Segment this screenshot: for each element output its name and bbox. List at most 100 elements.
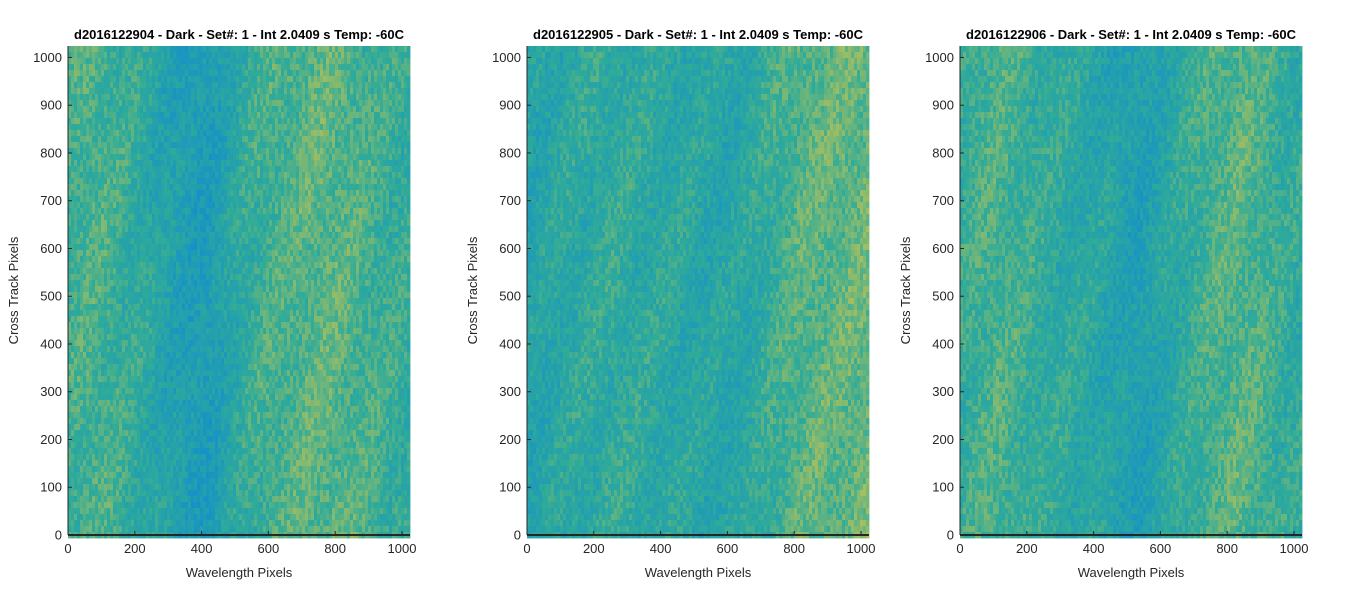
heatmap-cell (212, 460, 216, 467)
heatmap-cell (209, 178, 213, 185)
heatmap-cell (209, 364, 213, 371)
heatmap-cell (218, 460, 222, 467)
heatmap-cell (158, 364, 162, 371)
heatmap-cell (179, 310, 183, 317)
heatmap-cell (116, 298, 120, 305)
heatmap-cell (107, 100, 111, 107)
heatmap-cell (137, 400, 141, 407)
heatmap-cell (173, 496, 177, 503)
heatmap-cell (104, 268, 108, 275)
heatmap-cell (218, 112, 222, 119)
heatmap-cell (101, 64, 105, 71)
heatmap-cell (212, 160, 216, 167)
heatmap-cell (224, 214, 228, 221)
heatmap-cell (113, 322, 117, 329)
heatmap-cell (215, 160, 219, 167)
heatmap-cell (185, 466, 189, 473)
heatmap-cell (173, 460, 177, 467)
heatmap-cell (152, 208, 156, 215)
heatmap-cell (98, 244, 102, 251)
heatmap-cell (182, 280, 186, 287)
heatmap-cell (245, 316, 249, 323)
heatmap-cell (233, 466, 237, 473)
heatmap-cell (110, 70, 114, 77)
heatmap-cell (119, 334, 123, 341)
heatmap-cell (218, 340, 222, 347)
heatmap-cell (140, 226, 144, 233)
heatmap-cell (155, 418, 159, 425)
heatmap-cell (152, 286, 156, 293)
heatmap-cell (161, 364, 165, 371)
heatmap-cell (167, 52, 171, 59)
heatmap-cell (173, 442, 177, 449)
heatmap-cell (209, 280, 213, 287)
heatmap-cell (173, 484, 177, 491)
heatmap-cell (206, 334, 210, 341)
heatmap-cell (101, 100, 105, 107)
heatmap-cell (185, 46, 189, 53)
heatmap-cell (149, 52, 153, 59)
heatmap-cell (155, 340, 159, 347)
heatmap-cell (200, 388, 204, 395)
heatmap-cell (122, 232, 126, 239)
heatmap-cell (191, 214, 195, 221)
heatmap-cell (134, 268, 138, 275)
heatmap-cell (218, 466, 222, 473)
heatmap-cell (233, 328, 237, 335)
heatmap-cell (245, 286, 249, 293)
heatmap-cell (209, 52, 213, 59)
heatmap-cell (224, 442, 228, 449)
heatmap-cell (224, 466, 228, 473)
heatmap-cell (125, 202, 129, 209)
heatmap-cell (203, 202, 207, 209)
heatmap-cell (218, 220, 222, 227)
heatmap-cell (239, 100, 243, 107)
heatmap-cell (194, 268, 198, 275)
heatmap-cell (242, 88, 246, 95)
heatmap-cell (248, 340, 252, 347)
heatmap-cell (134, 106, 138, 113)
heatmap-cell (158, 412, 162, 419)
heatmap-cell (68, 430, 72, 437)
heatmap-cell (71, 190, 75, 197)
heatmap-cell (80, 154, 84, 161)
heatmap-cell (245, 352, 249, 359)
heatmap-cell (77, 130, 81, 137)
heatmap-cell (164, 412, 168, 419)
heatmap-cell (218, 346, 222, 353)
heatmap-cell (242, 448, 246, 455)
heatmap-cell (248, 496, 252, 503)
heatmap-cell (164, 334, 168, 341)
heatmap-cell (191, 454, 195, 461)
heatmap-cell (191, 190, 195, 197)
heatmap-cell (68, 268, 72, 275)
heatmap-cell (215, 184, 219, 191)
heatmap-cell (221, 472, 225, 479)
heatmap-cell (167, 220, 171, 227)
heatmap-cell (239, 424, 243, 431)
heatmap-cell (113, 508, 117, 515)
heatmap-cell (230, 268, 234, 275)
heatmap-cell (158, 460, 162, 467)
heatmap-cell (125, 256, 129, 263)
heatmap-cell (218, 160, 222, 167)
heatmap-cell (140, 292, 144, 299)
heatmap-cell (107, 82, 111, 89)
heatmap-cell (143, 124, 147, 131)
heatmap-cell (176, 286, 180, 293)
heatmap-cell (221, 58, 225, 65)
heatmap-cell (182, 382, 186, 389)
heatmap-cell (218, 358, 222, 365)
heatmap-cell (233, 442, 237, 449)
heatmap-cell (194, 130, 198, 137)
heatmap-cell (74, 232, 78, 239)
heatmap-cell (179, 94, 183, 101)
heatmap-cell (242, 172, 246, 179)
heatmap-cell (116, 64, 120, 71)
heatmap-cell (185, 412, 189, 419)
heatmap-cell (104, 256, 108, 263)
heatmap-cell (107, 52, 111, 59)
heatmap-cell (149, 448, 153, 455)
heatmap-cell (101, 274, 105, 281)
heatmap-cell (149, 274, 153, 281)
